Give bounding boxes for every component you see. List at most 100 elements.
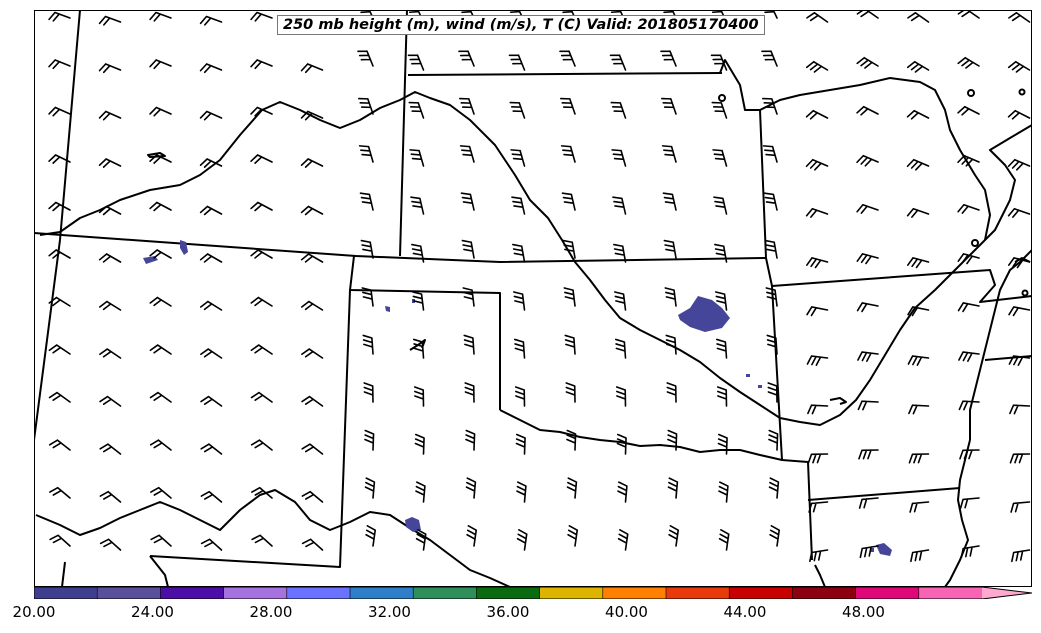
wind-barb bbox=[805, 257, 829, 269]
temperature-fill bbox=[180, 240, 188, 255]
wind-barb bbox=[461, 239, 475, 259]
wind-barb bbox=[908, 453, 930, 464]
wind-barb bbox=[610, 101, 627, 119]
wind-barb bbox=[562, 239, 576, 259]
wind-barb bbox=[462, 287, 475, 307]
colorbar-extend-triangle bbox=[982, 587, 1032, 599]
wind-barb bbox=[907, 306, 930, 317]
wind-barb bbox=[807, 404, 829, 415]
wind-barb bbox=[805, 158, 829, 171]
temperature-fill bbox=[405, 517, 421, 532]
wind-barb bbox=[906, 109, 930, 120]
wind-barb bbox=[910, 549, 930, 563]
wind-barb bbox=[559, 97, 576, 115]
state-boundary bbox=[807, 487, 961, 501]
wind-barb bbox=[610, 10, 627, 23]
wind-barb bbox=[1011, 549, 1031, 563]
state-boundary bbox=[61, 561, 66, 587]
wind-barb bbox=[150, 534, 172, 547]
height-contour-closed bbox=[718, 94, 726, 102]
wind-barb bbox=[300, 110, 324, 121]
wind-barb bbox=[464, 382, 475, 403]
height-contour bbox=[147, 152, 166, 158]
wind-barb bbox=[957, 302, 980, 313]
colorbar-segment bbox=[539, 587, 604, 599]
wind-barb bbox=[300, 158, 324, 168]
wind-barb bbox=[508, 54, 526, 71]
wind-barb bbox=[715, 338, 728, 359]
wind-barb bbox=[415, 481, 426, 503]
height-contour bbox=[719, 59, 991, 241]
wind-barb bbox=[250, 344, 273, 355]
wind-barb bbox=[611, 149, 627, 167]
wind-barb bbox=[959, 497, 980, 509]
wind-barb bbox=[250, 106, 273, 117]
wind-barb bbox=[301, 443, 324, 455]
wind-barb bbox=[359, 192, 374, 211]
wind-barb bbox=[149, 296, 172, 307]
wind-barb bbox=[415, 529, 427, 551]
wind-barb bbox=[667, 477, 679, 499]
wind-barb bbox=[764, 239, 778, 259]
wind-barb bbox=[149, 391, 172, 403]
wind-barb bbox=[149, 11, 172, 22]
colorbar-tick-label: 24.00 bbox=[131, 603, 174, 621]
wind-barb bbox=[149, 439, 172, 451]
wind-barb bbox=[200, 348, 223, 359]
wind-barb bbox=[906, 257, 930, 269]
wind-barb bbox=[515, 433, 526, 455]
wind-barb bbox=[199, 110, 223, 121]
state-boundary bbox=[149, 289, 351, 568]
wind-barb bbox=[98, 158, 122, 168]
wind-barb bbox=[957, 105, 980, 116]
wind-barb bbox=[516, 481, 527, 503]
colorbar bbox=[34, 587, 1032, 599]
wind-barb bbox=[458, 50, 475, 67]
wind-barb bbox=[561, 192, 576, 211]
wind-barb bbox=[908, 404, 930, 415]
wind-barb bbox=[615, 386, 627, 407]
wind-barb bbox=[1007, 207, 1031, 218]
wind-barb bbox=[300, 253, 324, 263]
height-contour bbox=[969, 249, 1032, 440]
wind-barb bbox=[250, 296, 273, 307]
wind-barb bbox=[99, 348, 122, 359]
wind-barb bbox=[48, 201, 71, 212]
wind-barb bbox=[411, 243, 425, 263]
wind-barb bbox=[660, 97, 677, 115]
wind-barb bbox=[613, 243, 627, 263]
wind-barb bbox=[806, 306, 829, 317]
wind-barb bbox=[664, 287, 677, 307]
wind-barb bbox=[567, 525, 579, 547]
wind-barb bbox=[907, 12, 930, 23]
wind-barb bbox=[199, 300, 223, 311]
wind-barb bbox=[513, 338, 526, 359]
wind-barb bbox=[957, 154, 980, 167]
wind-barb bbox=[718, 529, 730, 551]
wind-barb bbox=[806, 12, 829, 23]
wind-barb bbox=[364, 477, 376, 499]
wind-barb bbox=[459, 145, 475, 163]
wind-barb bbox=[412, 291, 425, 311]
wind-barb bbox=[150, 486, 172, 499]
wind-barb bbox=[300, 63, 324, 74]
wind-barb bbox=[466, 525, 478, 547]
wind-barb bbox=[98, 253, 122, 263]
wind-barb bbox=[909, 501, 930, 513]
height-contour-closed bbox=[1018, 88, 1026, 96]
wind-barb bbox=[1008, 306, 1031, 317]
wind-barb bbox=[48, 296, 71, 307]
state-boundary bbox=[399, 10, 408, 257]
state-boundary bbox=[149, 555, 169, 587]
wind-barb bbox=[1010, 501, 1031, 513]
wind-barb bbox=[48, 344, 71, 355]
wind-barb bbox=[98, 205, 122, 216]
wind-barb bbox=[609, 54, 627, 71]
wind-barb bbox=[149, 249, 172, 259]
colorbar-tick-label: 20.00 bbox=[12, 603, 56, 621]
wind-barb bbox=[713, 196, 728, 215]
wind-barb bbox=[763, 192, 778, 211]
colorbar-segment bbox=[855, 587, 920, 599]
wind-barb bbox=[98, 110, 122, 121]
wind-barb bbox=[250, 439, 273, 451]
